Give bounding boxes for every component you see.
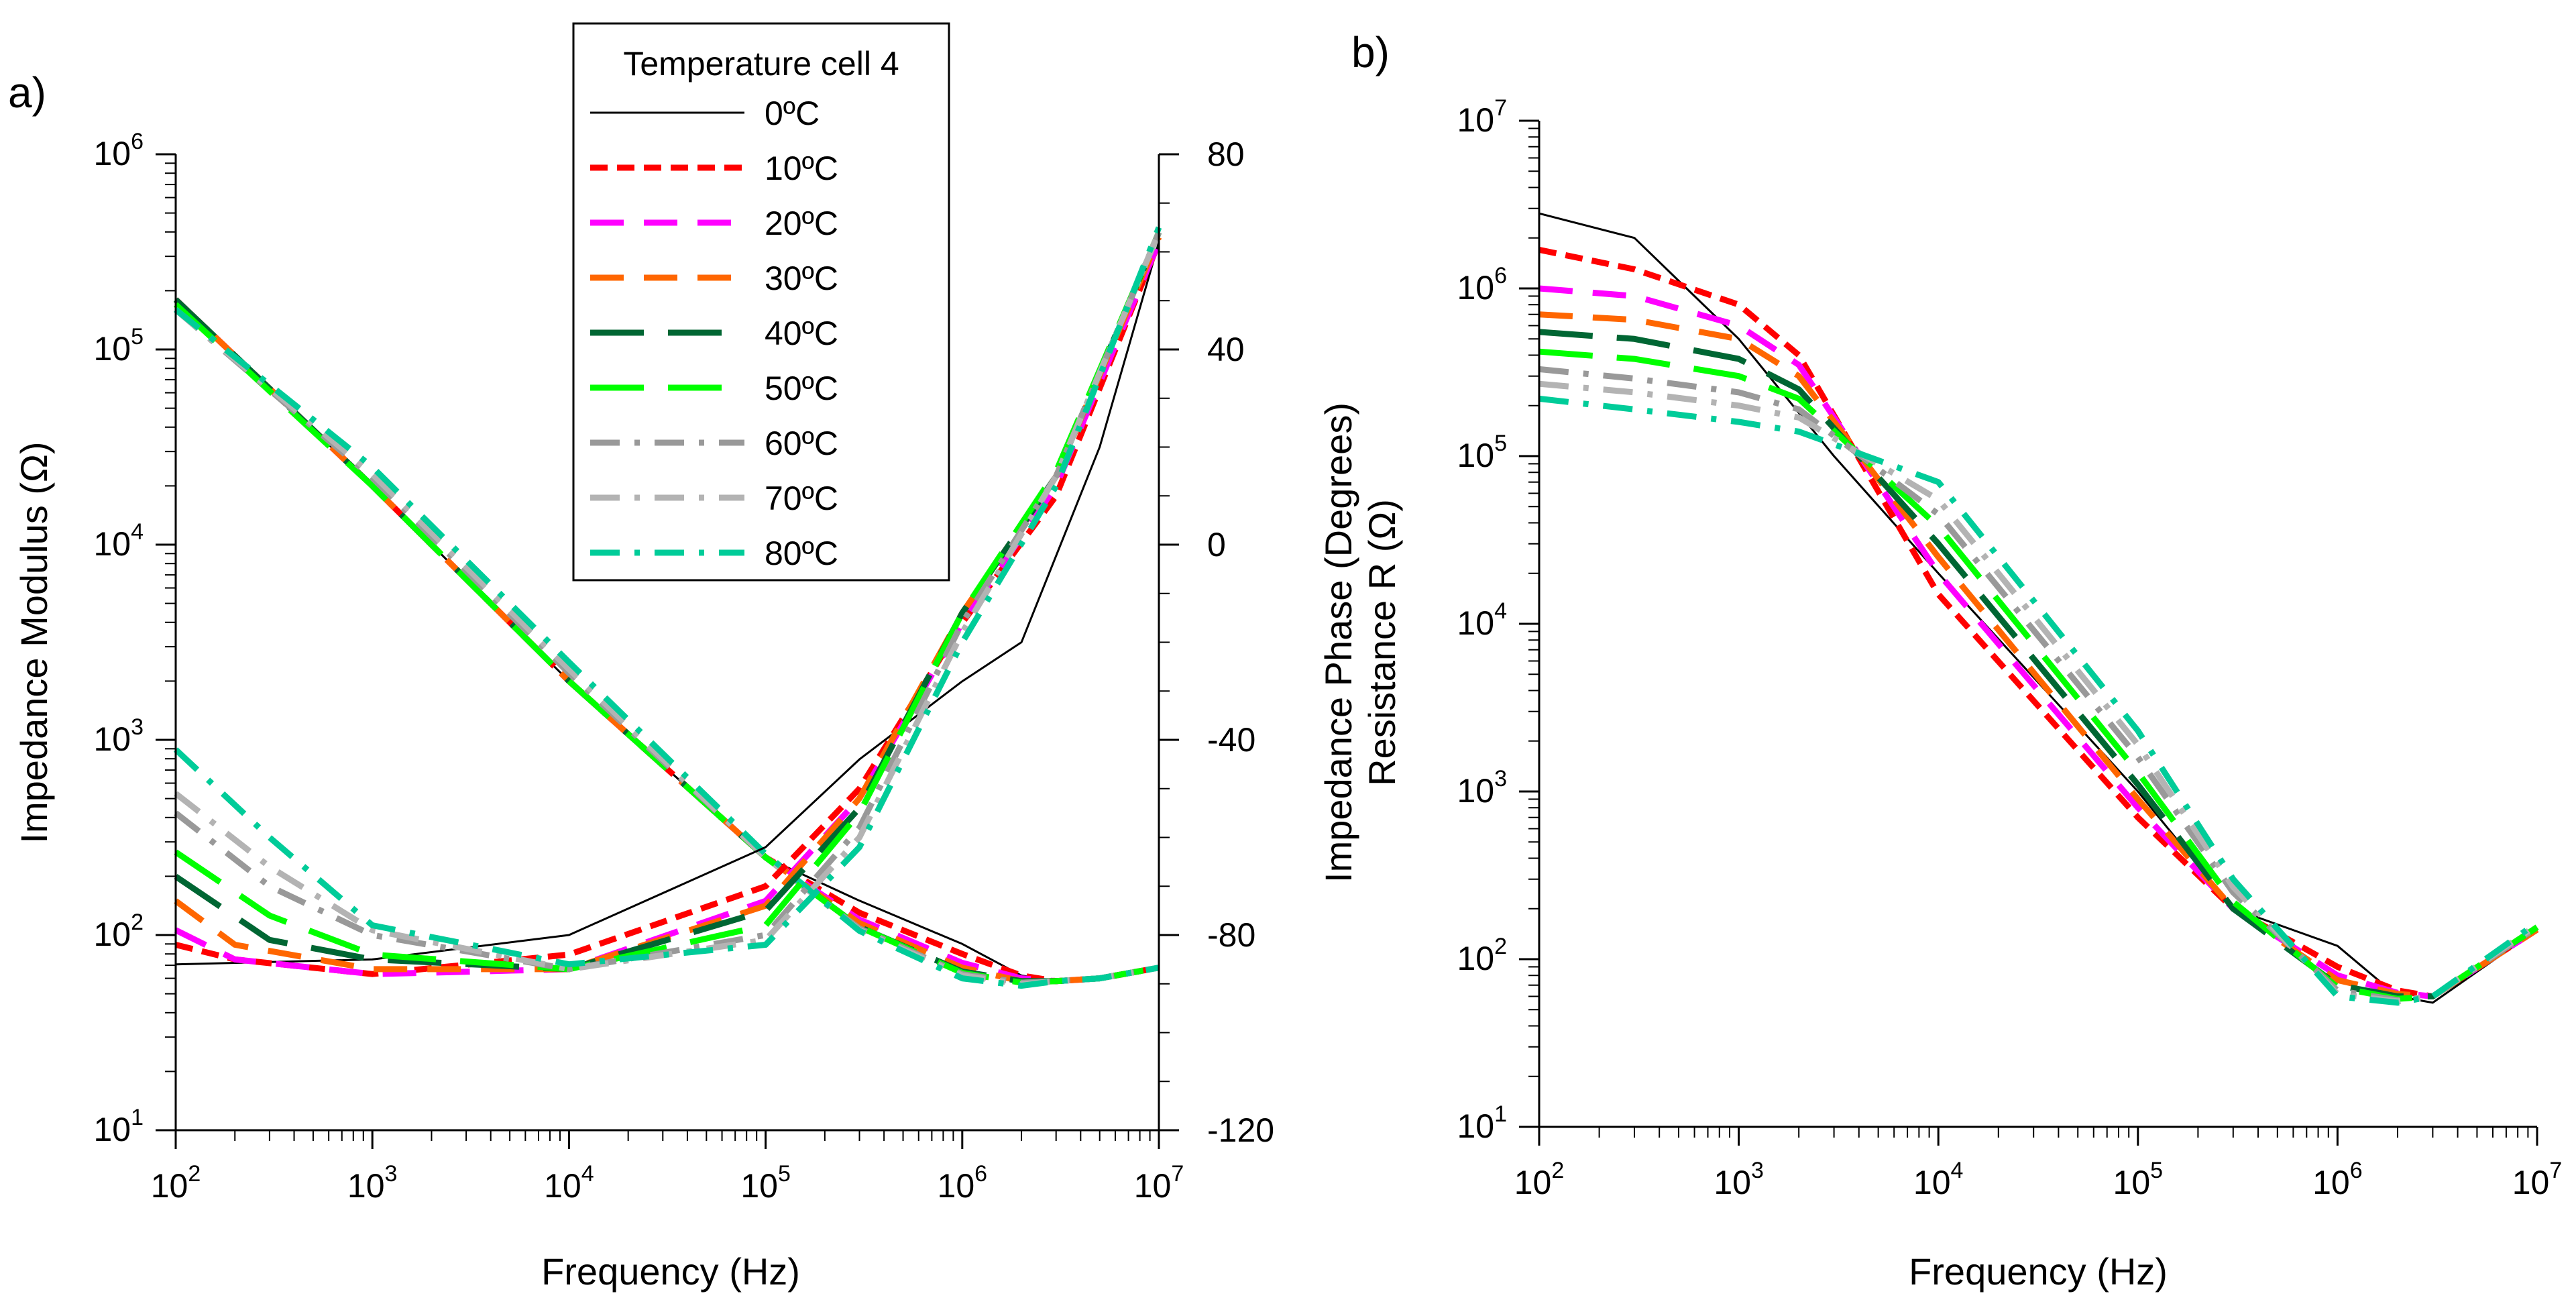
panel-a-modulus-series-30c <box>173 297 1160 985</box>
panel-b-x-tick-label: 105 <box>2113 1158 2164 1201</box>
panel-a-y-tick-label: 105 <box>93 324 144 368</box>
panel-b-y-tick-label: 103 <box>1457 766 1507 810</box>
panel-a-y2-tick-label: -40 <box>1207 721 1255 759</box>
panel-a-x-tick-label: 102 <box>151 1161 201 1205</box>
legend-label: 70ºC <box>765 480 838 517</box>
panel-a-y-tick-label: 104 <box>93 519 144 563</box>
legend-label: 20ºC <box>765 205 838 242</box>
panel-a-x-tick-label: 103 <box>347 1161 398 1205</box>
panel-b-x-tick-label: 106 <box>2312 1158 2363 1201</box>
panel-a-x-tick-label: 105 <box>740 1161 791 1205</box>
panel-b-x-axis-title: Frequency (Hz) <box>1909 1250 2168 1293</box>
panel-a-x-tick-label: 104 <box>544 1161 594 1205</box>
legend-label: 50ºC <box>765 370 838 407</box>
panel-a-ticks: 102 103 104 105 106 107101102103104105106-120… <box>93 129 1274 1205</box>
panel-a-x-tick-label: 107 <box>1134 1161 1184 1205</box>
panel-b: 102 103 104 105 106 107101102103104105106107 … <box>1361 95 2562 1293</box>
panel-a-y-axis-title: Impedance Modulus (Ω) <box>13 441 55 843</box>
panel-a-y2-tick-label: -80 <box>1207 916 1255 954</box>
panel-a-phase-series-80c <box>173 226 1162 968</box>
panel-a-y-tick-label: 103 <box>93 714 144 758</box>
panel-a-phase-series-60c <box>174 231 1162 973</box>
panel-a-y2-tick-label: 0 <box>1207 526 1226 563</box>
panel-b-y-axis-title: Resistance R (Ω) <box>1361 499 1403 786</box>
panel-b-y-tick-label: 101 <box>1457 1101 1507 1145</box>
panel-b-x-tick-label: 104 <box>1913 1158 1964 1201</box>
panel-a: 102 103 104 105 106 107101102103104105106-120… <box>13 129 1359 1293</box>
panel-a-x-axis-title: Frequency (Hz) <box>541 1250 800 1293</box>
panel-a-y2-tick-label: 40 <box>1207 331 1245 368</box>
panel-a-y-tick-label: 101 <box>93 1105 144 1148</box>
panel-b-y-tick-label: 107 <box>1457 95 1507 139</box>
legend-label: 0ºC <box>765 95 820 132</box>
panel-a-x-tick-label: 106 <box>938 1161 988 1205</box>
legend-label: 40ºC <box>765 315 838 352</box>
panel-a-y2-tick-label: -120 <box>1207 1111 1274 1149</box>
panel-a-y-tick-label: 106 <box>93 129 144 172</box>
panel-b-y-tick-label: 102 <box>1457 934 1507 977</box>
legend-label: 30ºC <box>765 260 838 297</box>
panel-a-y-tick-label: 102 <box>93 910 144 953</box>
panel-b-x-tick-label: 102 <box>1514 1158 1565 1201</box>
legend-box <box>572 22 950 582</box>
panel-a-label: a) <box>8 68 46 117</box>
legend-label: 60ºC <box>765 425 838 462</box>
panel-b-label: b) <box>1351 28 1390 76</box>
panel-b-y-tick-label: 104 <box>1457 598 1507 642</box>
panel-a-phase-series-10c <box>174 241 1162 977</box>
panel-b-series-80c <box>1538 395 2539 1006</box>
legend-label: 80ºC <box>765 535 838 572</box>
panel-a-curves <box>173 226 1162 989</box>
panel-a-y2-axis-title: Impedance Phase (Degrees) <box>1317 402 1359 883</box>
panel-b-x-tick-label: 103 <box>1714 1158 1764 1201</box>
panel-b-series-30c <box>1538 311 2539 999</box>
panel-a-phase-series-50c <box>174 231 1162 973</box>
panel-b-y-tick-label: 105 <box>1457 431 1507 474</box>
panel-a-phase-series-20c <box>174 241 1162 977</box>
panel-b-series-50c <box>1538 348 2539 1002</box>
panel-b-y-tick-label: 106 <box>1457 263 1507 307</box>
panel-b-series-20c <box>1538 285 2539 999</box>
legend: Temperature cell 4 0ºC 10ºC 20ºC 30ºC 40ºC 50… <box>572 22 950 582</box>
legend-title: Temperature cell 4 <box>623 45 899 83</box>
legend-items: 0ºC 10ºC 20ºC 30ºC 40ºC 50ºC 60ºC 70ºC 80ºC <box>590 95 838 572</box>
panel-a-phase-series-0c <box>175 241 1160 966</box>
legend-label: 10ºC <box>765 150 838 187</box>
panel-b-curves <box>1538 212 2539 1006</box>
panel-a-y2-tick-label: 80 <box>1207 135 1245 173</box>
panel-b-x-tick-label: 107 <box>2512 1158 2563 1201</box>
panel-b-series-40c <box>1538 329 2539 999</box>
panel-a-modulus-series-80c <box>174 307 1160 989</box>
